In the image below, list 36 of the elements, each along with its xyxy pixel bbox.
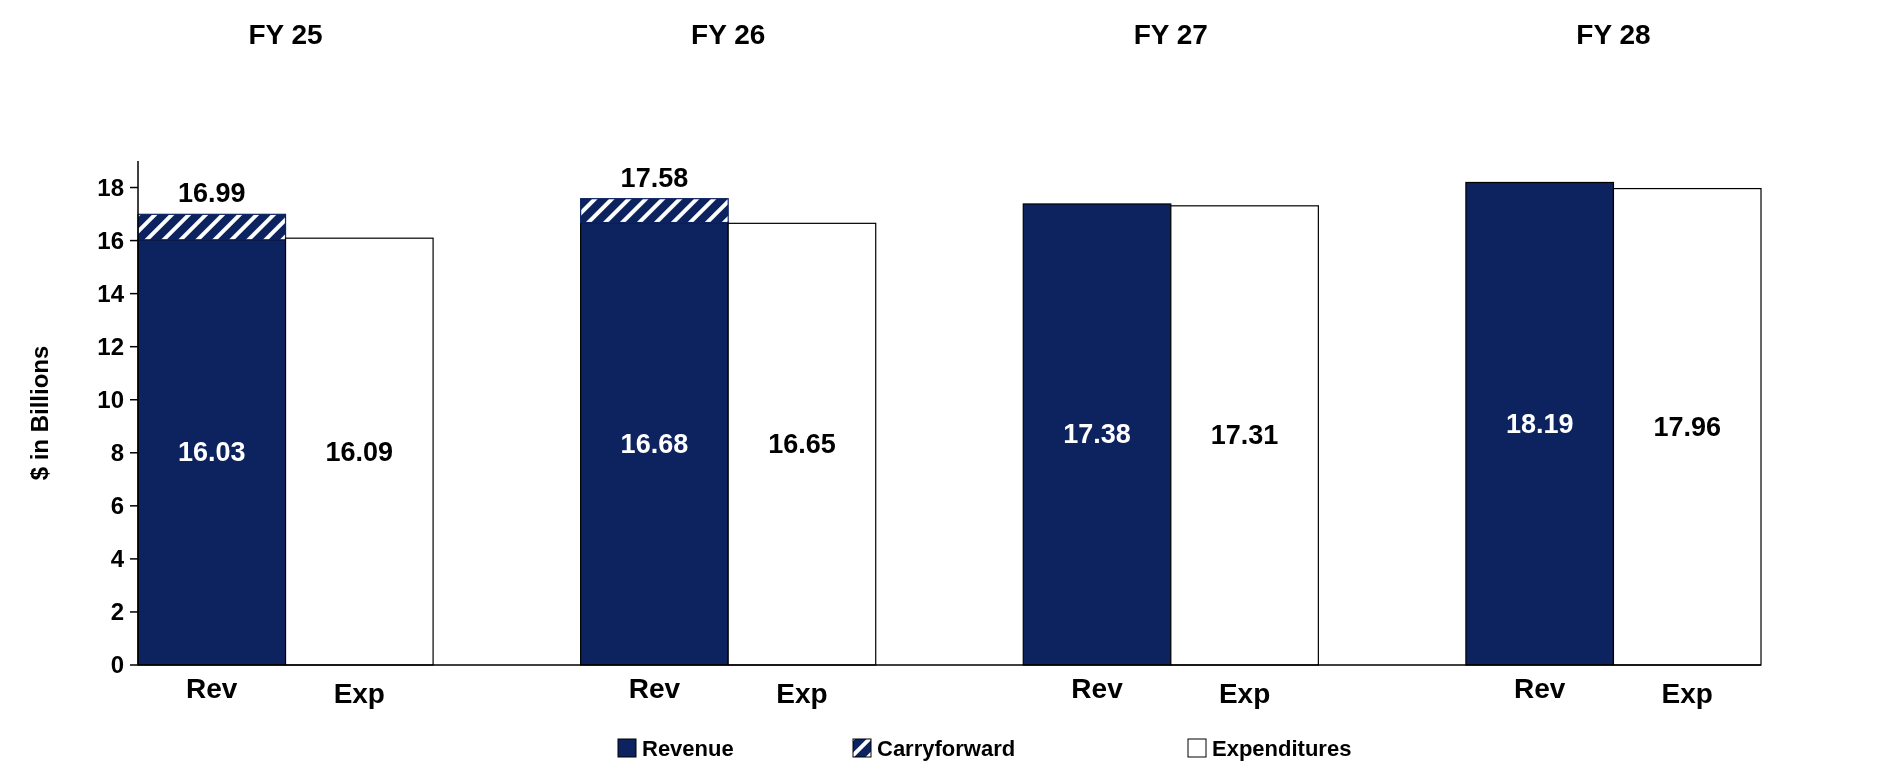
legend-label: Expenditures [1212,736,1352,761]
y-tick-label: 4 [110,544,125,572]
y-tick-label: 18 [97,173,124,201]
data-label: 16.09 [325,436,394,467]
x-tick-label: Rev [186,673,238,704]
x-tick-label: Exp [776,678,828,709]
text: FY 25 [248,19,323,50]
x-tick-label: Exp [1218,678,1271,709]
y-tick-label: 8 [110,438,124,466]
x-tick-label: Rev [628,673,681,704]
data-label: 17.38 [1063,419,1131,450]
legend-label: Revenue [642,736,734,761]
text: FY 28 [1576,19,1651,50]
x-tick-label: Exp [333,678,385,709]
total-label: 16.99 [177,178,246,209]
y-tick-label: 2 [110,597,124,625]
data-label: 16.65 [768,429,836,460]
x-tick-label: Rev [1513,673,1566,704]
y-tick-label: 16 [97,226,124,254]
y-tick-label: 14 [97,279,125,307]
x-tick-label: Exp [1661,678,1713,709]
data-label: 18.19 [1505,408,1574,439]
x-tick-label: Rev [1071,673,1124,704]
y-tick-label: 6 [110,491,124,519]
text: FY 26 [691,19,766,50]
data-label: 17.31 [1210,420,1279,451]
data-label: 17.96 [1653,411,1722,442]
total-label: 17.58 [620,162,689,193]
data-label: 16.68 [620,428,689,459]
data-label: 16.03 [177,437,246,468]
y-tick-label: 0 [110,651,124,678]
text: FY 27 [1133,19,1208,50]
y-tick-label: 12 [97,332,124,360]
legend-label: Carryforward [877,736,1016,761]
y-axis-title: $ in Billions [26,345,53,481]
y-tick-label: 10 [97,385,124,413]
